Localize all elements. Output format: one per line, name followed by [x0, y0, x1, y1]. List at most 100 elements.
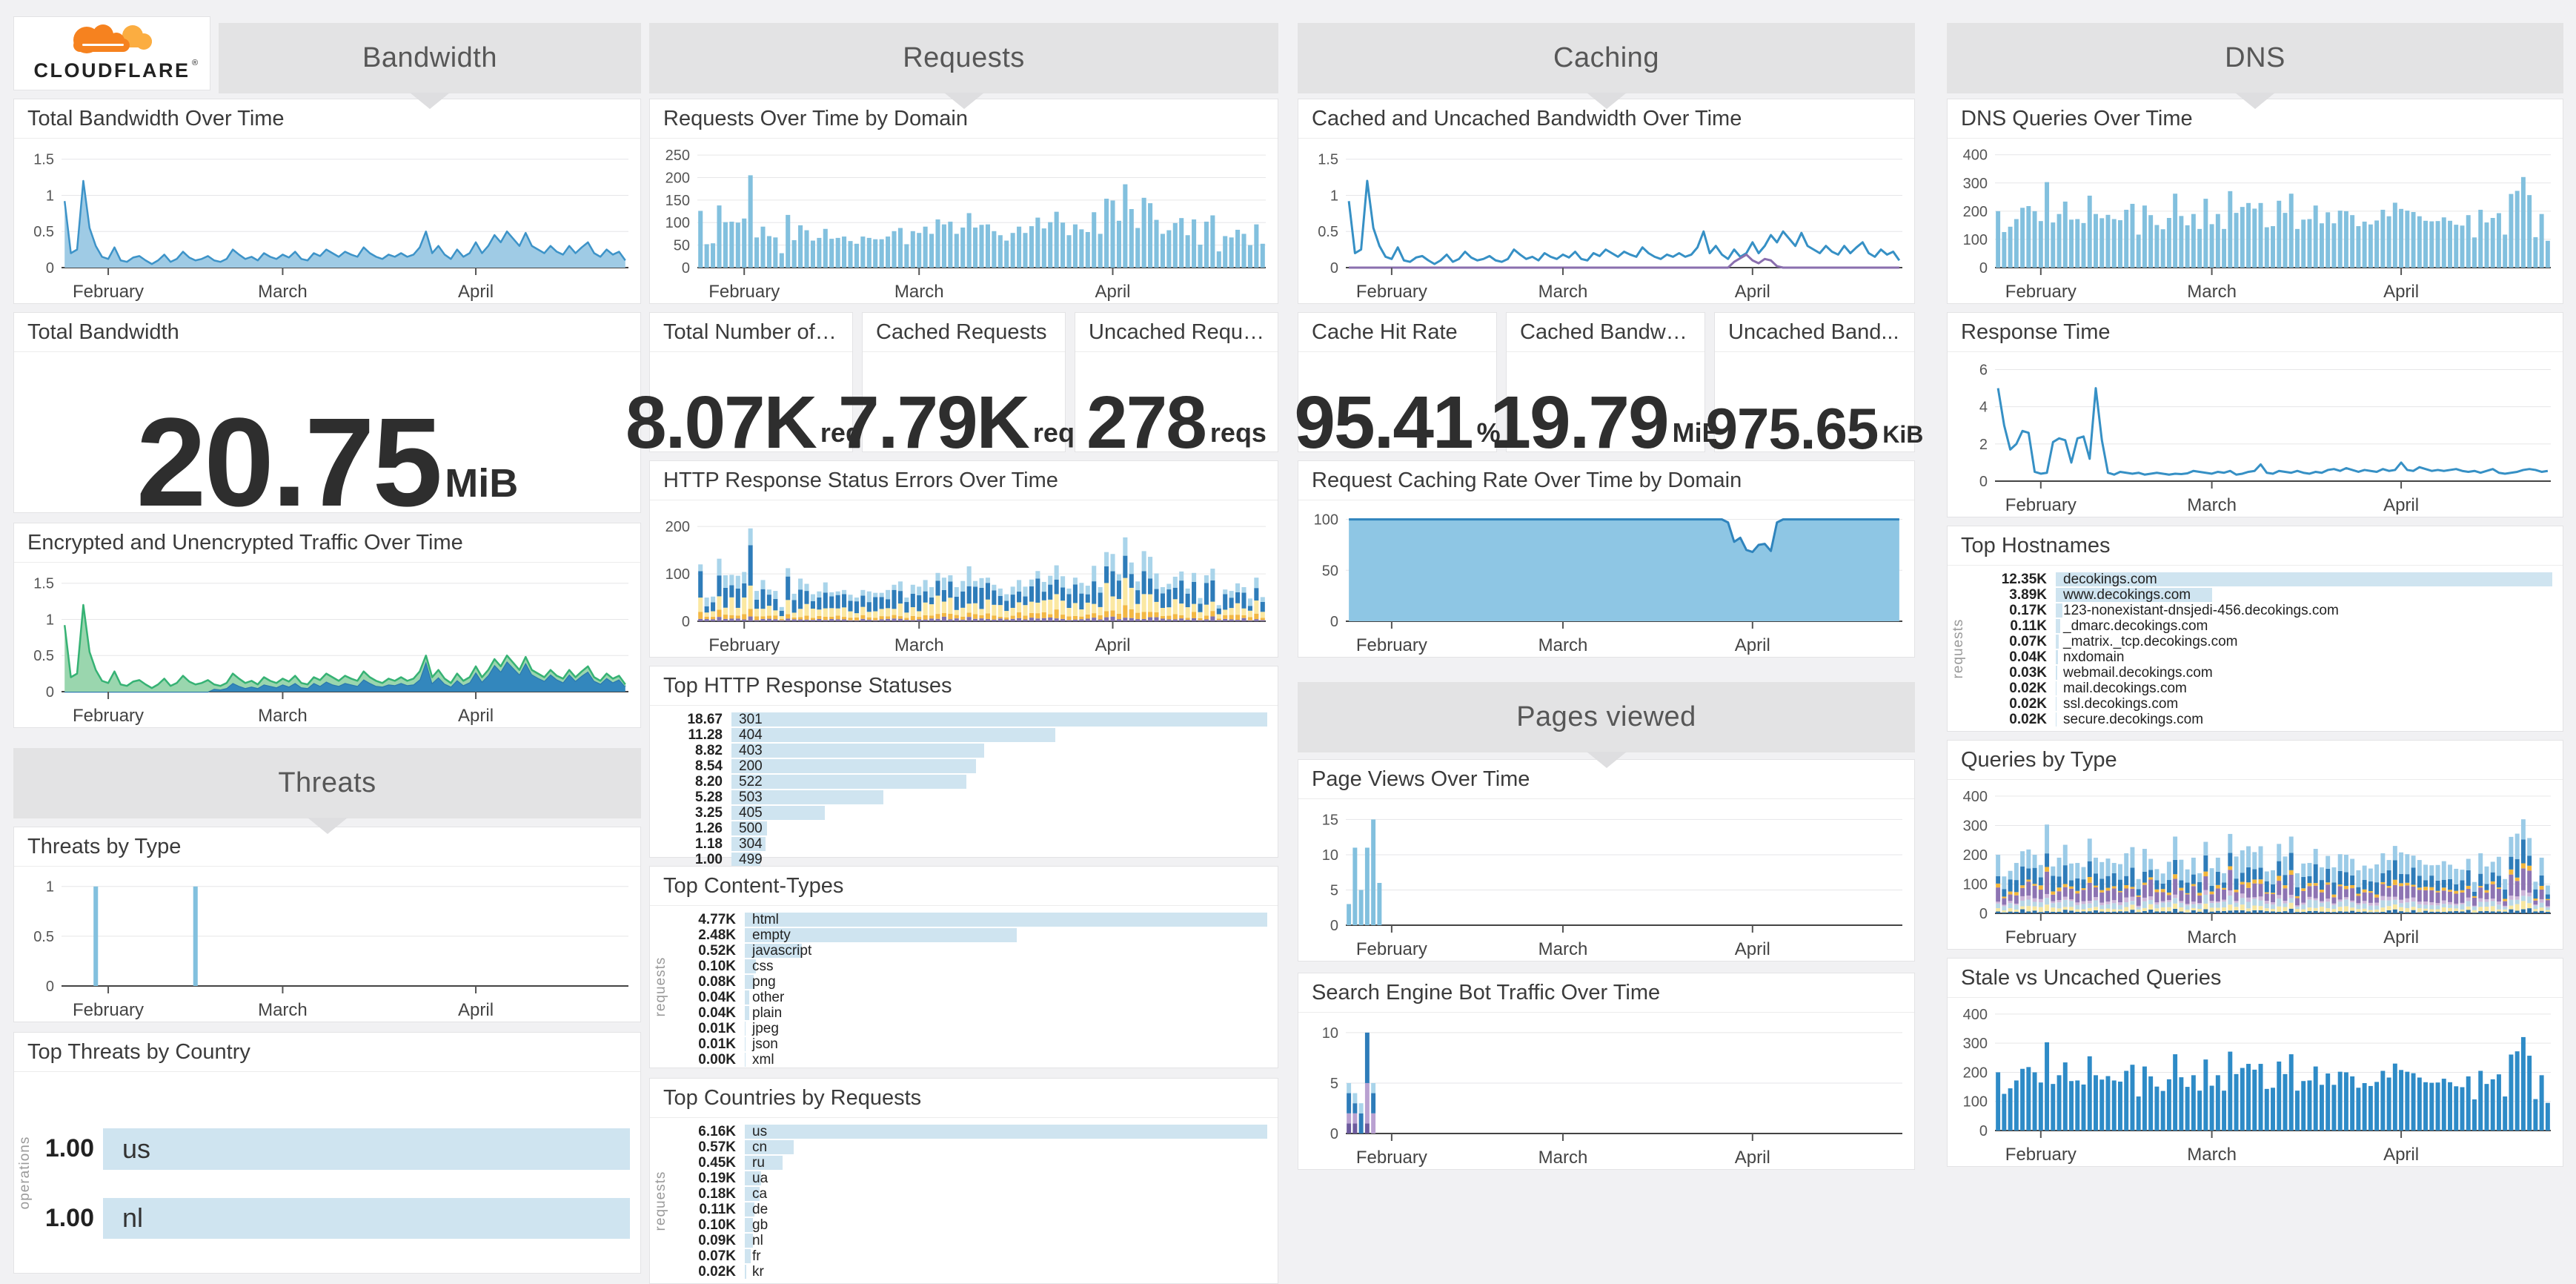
- hbar-row[interactable]: 1.00 nl: [23, 1197, 630, 1239]
- metric-unit: KiB: [1882, 421, 1924, 448]
- hbar-row[interactable]: 0.09K nl: [672, 1233, 1267, 1248]
- svg-text:0: 0: [46, 979, 54, 995]
- hbar-row[interactable]: 0.04K plain: [672, 1005, 1267, 1021]
- hbar-row[interactable]: 0.02K ssl.decokings.com: [1970, 696, 2552, 712]
- queries-by-type-stacked-bar-chart[interactable]: 0 100 200 300 400 February March April: [1948, 780, 2563, 949]
- svg-text:300: 300: [1963, 176, 1988, 192]
- hbar-row[interactable]: 0.00K xml: [672, 1052, 1267, 1068]
- svg-text:0: 0: [682, 260, 690, 277]
- hbar-row[interactable]: 3.89K www.decokings.com: [1970, 587, 2552, 603]
- hbar-row[interactable]: 0.11K de: [672, 1202, 1267, 1217]
- hbar-row[interactable]: 0.03K webmail.decokings.com: [1970, 665, 2552, 681]
- bar: [745, 1202, 754, 1217]
- page-views-bar-chart[interactable]: 0 5 10 15 February March April: [1298, 799, 1914, 961]
- bar: [2056, 666, 2057, 680]
- hbar-row[interactable]: 0.02K secure.decokings.com: [1970, 712, 2552, 727]
- hbar-row[interactable]: 0.11K _dmarc.decokings.com: [1970, 618, 2552, 634]
- hbar-row[interactable]: 1.26 500: [659, 821, 1267, 836]
- svg-text:April: April: [1095, 282, 1130, 302]
- hbar-row[interactable]: 0.04K other: [672, 990, 1267, 1005]
- hbar-row[interactable]: 0.52K javascript: [672, 943, 1267, 959]
- stale-queries-bar-chart[interactable]: 0 100 200 300 400 February March April: [1948, 998, 2563, 1166]
- svg-text:March: March: [2187, 1145, 2237, 1165]
- row-value: 0.07K: [2009, 633, 2047, 649]
- hbar-row[interactable]: 0.02K mail.decokings.com: [1970, 681, 2552, 696]
- metric-unit: MiB: [1672, 417, 1722, 448]
- hbar-row[interactable]: 0.18K ca: [672, 1186, 1267, 1202]
- card-cached-bandwidth: Cached Bandwidth 19.79 MiB: [1490, 312, 1722, 460]
- hbar-row[interactable]: 8.20 522: [659, 774, 1267, 790]
- bar: [103, 1197, 630, 1239]
- top-countries-hbar-chart[interactable]: 6.16K us 0.57K cn 0.45K ru 0.19K ua 0.18K ca 0.11K…: [672, 1124, 1267, 1280]
- hbar-row[interactable]: 0.04K nxdomain: [1970, 649, 2552, 665]
- row-value: 0.45K: [698, 1154, 736, 1171]
- total-bandwidth-area-chart[interactable]: 0 0.5 1 1.5 February March April: [14, 139, 640, 303]
- top-hostnames-hbar-chart[interactable]: 12.35K decokings.com 3.89K www.decokings.co…: [1970, 572, 2552, 727]
- hbar-row[interactable]: 0.08K png: [672, 974, 1267, 990]
- row-value: 0.01K: [698, 1020, 736, 1036]
- top-threats-country-hbar-chart[interactable]: 1.00 us 1.00 nl: [23, 1128, 630, 1267]
- cached-uncached-line-chart[interactable]: 0 0.5 1 1.5 February March April: [1298, 139, 1914, 303]
- hbar-row[interactable]: 0.07K _matrix._tcp.decokings.com: [1970, 634, 2552, 649]
- panel-title: Top Content-Types: [650, 867, 1278, 906]
- encrypted-traffic-area-chart[interactable]: 0 0.5 1 1.5 February March April: [14, 563, 640, 727]
- hbar-row[interactable]: 0.45K ru: [672, 1155, 1267, 1171]
- hbar-row[interactable]: 0.01K jpeg: [672, 1021, 1267, 1036]
- hbar-row[interactable]: 0.17K 123-nonexistant-dnsjedi-456.decokin…: [1970, 603, 2552, 618]
- svg-text:15: 15: [1322, 812, 1338, 828]
- hbar-row[interactable]: 8.54 200: [659, 758, 1267, 774]
- bar: [745, 1218, 754, 1232]
- card-cached-requests: Cached Requests 7.79K reqs: [838, 312, 1089, 460]
- row-label: xml: [752, 1051, 774, 1068]
- hbar-row[interactable]: 4.77K html: [672, 912, 1267, 927]
- metric-value: 95.41: [1294, 381, 1473, 464]
- hbar-row[interactable]: 0.07K fr: [672, 1248, 1267, 1264]
- bar: [2056, 619, 2061, 633]
- row-value: 8.54: [695, 758, 723, 774]
- hbar-row[interactable]: 0.57K cn: [672, 1139, 1267, 1155]
- hbar-row[interactable]: 1.00 us: [23, 1128, 630, 1170]
- hbar-row[interactable]: 5.28 503: [659, 790, 1267, 805]
- row-label: gb: [752, 1217, 769, 1233]
- response-time-line-chart[interactable]: 0 2 4 6 February March April: [1948, 352, 2563, 517]
- requests-over-time-bar-chart[interactable]: 0 50 100 150 200 250 February March April: [650, 139, 1278, 303]
- bar: [2056, 572, 2552, 586]
- row-label: 304: [739, 835, 763, 852]
- caching-rate-area-chart[interactable]: 0 50 100 February March April: [1298, 500, 1914, 657]
- hbar-row[interactable]: 2.48K empty: [672, 927, 1267, 943]
- svg-text:February: February: [2005, 1145, 2077, 1165]
- threats-by-type-bar-chart[interactable]: 0 0.5 1 February March April: [14, 867, 640, 1022]
- card-title: Total Number of Re...: [650, 313, 852, 352]
- top-statuses-hbar-chart[interactable]: 18.67 301 11.28 404 8.82 403 8.54 200 8.20 522 5.2…: [659, 712, 1267, 867]
- row-label: 499: [739, 851, 763, 867]
- hbar-row[interactable]: 6.16K us: [672, 1124, 1267, 1139]
- row-value: 6.16K: [698, 1123, 736, 1139]
- svg-text:April: April: [458, 706, 494, 726]
- panel-title: Search Engine Bot Traffic Over Time: [1298, 973, 1914, 1013]
- hbar-row[interactable]: 1.18 304: [659, 836, 1267, 852]
- dns-queries-bar-chart[interactable]: 0 100 200 300 400 February March April: [1948, 139, 2563, 303]
- metric-value: 8.07K: [625, 381, 817, 464]
- row-label: 522: [739, 773, 763, 790]
- http-errors-stacked-bar-chart[interactable]: 0 100 200 February March April: [650, 500, 1278, 657]
- hbar-row[interactable]: 3.25 405: [659, 805, 1267, 821]
- hbar-row[interactable]: 18.67 301: [659, 712, 1267, 727]
- hbar-row[interactable]: 0.01K json: [672, 1036, 1267, 1052]
- svg-text:March: March: [258, 282, 308, 302]
- hbar-row[interactable]: 0.10K css: [672, 959, 1267, 974]
- svg-text:0.5: 0.5: [1318, 224, 1338, 240]
- hbar-row[interactable]: 12.35K decokings.com: [1970, 572, 2552, 587]
- hbar-row[interactable]: 1.00 499: [659, 852, 1267, 867]
- hbar-row[interactable]: 0.19K ua: [672, 1171, 1267, 1186]
- row-label: nl: [122, 1202, 144, 1234]
- row-value: 0.18K: [698, 1185, 736, 1202]
- row-label: fr: [752, 1248, 761, 1264]
- bot-traffic-stacked-bar-chart[interactable]: 0 5 10 February March April: [1298, 1013, 1914, 1169]
- bar: [731, 759, 977, 773]
- hbar-row[interactable]: 0.10K gb: [672, 1217, 1267, 1233]
- hbar-row[interactable]: 11.28 404: [659, 727, 1267, 743]
- hbar-row[interactable]: 0.02K kr: [672, 1264, 1267, 1280]
- hbar-row[interactable]: 8.82 403: [659, 743, 1267, 758]
- svg-text:150: 150: [665, 193, 690, 209]
- top-content-types-hbar-chart[interactable]: 4.77K html 2.48K empty 0.52K javascript 0.10K c…: [672, 912, 1267, 1068]
